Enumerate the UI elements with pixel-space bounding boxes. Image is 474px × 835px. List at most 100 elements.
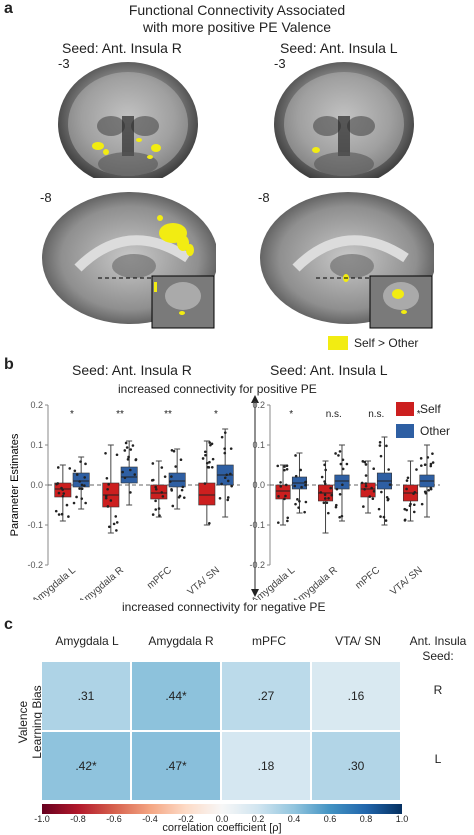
panel1-self-point [285,464,289,468]
panel1-other-point [334,505,338,509]
panel0-self-point [62,492,66,495]
bottom-arrow-label: increased connectivity for negative PE [122,600,326,614]
panel0-other-point [225,473,229,477]
panel0-other-point [72,501,76,505]
panel0-other-point [170,475,173,478]
panel0-self-point [160,491,164,494]
panel0-self-point [115,529,118,532]
panel0-other-point [129,468,132,472]
panel1-other-point [335,487,339,491]
panel1-self-point [370,486,373,490]
colorbar-tick-label: -1.0 [34,814,50,824]
panel1-self-point [412,510,416,514]
panel1-self-point [277,495,280,498]
panel0-significance: ** [116,409,124,420]
panel0-other-point [181,485,185,489]
top-arrow-label: increased connectivity for positive PE [118,382,317,396]
panel0-other-point [168,480,172,483]
colorbar-tick-label: -0.8 [70,814,86,824]
panel1-other-point [298,499,301,503]
panel0-category-label: VTA/ SN [186,565,222,598]
panel0-category-label: Amygdala R [77,565,126,600]
legend-label-self: Self [420,402,441,416]
direction-arrow-down-head [251,589,259,597]
panel1-other-point [304,480,307,484]
panel0-self-point [211,457,215,461]
panel1-self-point [368,495,372,498]
panel0-other-point [84,501,87,505]
panel1-self-point [364,484,368,488]
heatmap-cell: .44* [132,662,220,730]
panel1-other-point [426,456,430,459]
panel1-self-point [405,479,409,482]
panel0-other-point [78,480,81,483]
panel0-other-point [180,488,184,492]
panel-c-letter: c [4,616,13,633]
panel0-self-point [104,494,108,498]
panel1-self-point [372,489,376,493]
panel1-self-point [283,465,286,468]
panel0-other-point [226,479,230,483]
panel0-self-point [115,521,119,524]
panel0-other-point [179,458,183,462]
panel0-self-point [210,466,214,469]
panel0-self-point [57,491,61,495]
panel1-other-point [345,462,349,466]
panel1-other-point [341,467,345,471]
panel1-ytick-label: 0.0 [252,480,265,490]
panel1-other-point [341,483,344,487]
panel0-other-point [131,444,135,447]
panel1-other-point [338,492,342,496]
panel0-self-point [203,450,207,454]
col-header-mpfc: mPFC [252,634,286,648]
panel0-other-point [229,447,233,450]
heatmap-cell: .18 [222,732,310,800]
panel-a-letter: a [4,0,13,17]
panel0-other-point [75,473,79,476]
panel1-self-point [322,501,326,505]
panel0-other-point [129,491,132,494]
panel0-self-point [106,487,109,491]
panel1-self-point [329,486,332,490]
panel0-self-point [151,462,155,465]
colorbar-tick-label: 1.0 [395,814,409,824]
panel1-significance: n.s. [326,409,342,420]
colorbar-tick-label: 0.6 [323,814,337,824]
panel0-self-point [154,487,158,491]
panel1-self-point [286,519,289,523]
panel0-other-point [84,462,87,466]
panel1-other-point [423,490,427,494]
panel0-self-point [154,508,158,511]
boxplot-chart: Parameter Estimates 0.2 0.1 0.0 -0.1 -0.2 * Amy… [9,395,440,600]
panel-a-title-line1: Functional Connectivity Associated [128,2,346,18]
panel0-other-point [134,458,138,461]
panel0-self-point [112,522,116,526]
panel0-self-point [206,465,210,469]
panel1-significance: n.s. [368,409,384,420]
row-title-line1: Valence [16,700,30,744]
colorbar-tick-label: 0.4 [287,814,301,824]
panel0-other-point [223,476,227,480]
panel0-self-box [150,484,168,500]
panel1-other-point [429,464,433,468]
panel0-other-point [223,451,227,455]
panel-a-seed-right: Seed: Ant. Insula R [62,40,182,56]
panel1-significance: * [417,409,421,420]
panel1-self-point [403,518,407,522]
panel0-self-point [114,515,118,518]
panel0-other-point [174,465,177,468]
panel0-self-point [204,453,207,457]
panel1-category-label: mPFC [353,565,382,592]
panel1-other-point [379,454,383,458]
panel0-ytick-label: -0.1 [27,520,43,530]
seed-header-line1: Ant. Insula [409,634,467,648]
panel0-other-point [79,460,82,463]
coronal-brain-right-seed [56,56,200,178]
panel0-self-point [208,460,211,464]
panel1-self-point [364,463,368,466]
panel1-other-point [338,450,342,453]
panel0-other-point [127,455,130,459]
panel0-self-point [157,507,161,510]
panel-a-seed-left: Seed: Ant. Insula L [280,40,398,56]
heatmap-cell: .42* [42,732,130,800]
